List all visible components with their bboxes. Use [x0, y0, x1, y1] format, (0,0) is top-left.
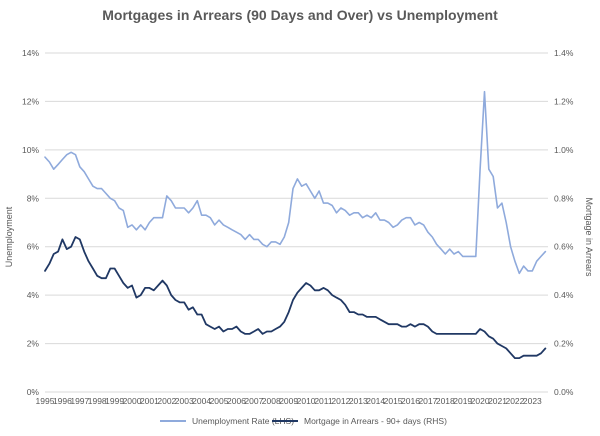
- x-tick: 2004: [192, 396, 211, 406]
- y-tick-right: 0.4%: [554, 290, 574, 300]
- y-tick-left: 6%: [27, 242, 40, 252]
- x-tick: 2017: [418, 396, 437, 406]
- x-tick: 2013: [349, 396, 368, 406]
- x-tick: 2016: [401, 396, 420, 406]
- x-tick: 2019: [453, 396, 472, 406]
- x-tick: 2006: [227, 396, 246, 406]
- y-tick-right: 0.6%: [554, 242, 574, 252]
- x-tick: 2018: [436, 396, 455, 406]
- x-tick: 2005: [210, 396, 229, 406]
- x-tick: 2022: [505, 396, 524, 406]
- series-line-arrears: [45, 237, 545, 358]
- x-tick: 2001: [140, 396, 159, 406]
- x-axis-ticks: 1995199619971998199920002001200220032004…: [36, 396, 543, 406]
- y-tick-right: 1.0%: [554, 145, 574, 155]
- x-tick: 2020: [471, 396, 490, 406]
- chart-title: Mortgages in Arrears (90 Days and Over) …: [102, 7, 498, 23]
- y-tick-right: 1.4%: [554, 48, 574, 58]
- x-tick: 2002: [157, 396, 176, 406]
- gridlines: [45, 53, 548, 392]
- x-tick: 2010: [297, 396, 316, 406]
- y-tick-right: 0.0%: [554, 387, 574, 397]
- y-axis-left-label: Unemployment: [4, 206, 14, 267]
- y-tick-left: 10%: [22, 145, 39, 155]
- x-tick: 2014: [366, 396, 385, 406]
- legend: Unemployment Rate (LHS) Mortgage in Arrea…: [160, 416, 447, 426]
- x-tick: 2011: [314, 396, 333, 406]
- y-tick-left: 14%: [22, 48, 39, 58]
- legend-label: Mortgage in Arrears - 90+ days (RHS): [304, 416, 447, 426]
- y-tick-left: 2%: [27, 339, 40, 349]
- y-tick-right: 1.2%: [554, 96, 574, 106]
- x-tick: 2023: [523, 396, 542, 406]
- y-axis-right-label: Mortgage in Arrears: [584, 197, 594, 277]
- x-tick: 2021: [488, 396, 507, 406]
- y-axis-left-ticks: 0%2%4%6%8%10%12%14%: [22, 48, 39, 397]
- x-tick: 2003: [175, 396, 194, 406]
- x-tick: 2015: [384, 396, 403, 406]
- y-tick-left: 8%: [27, 193, 40, 203]
- x-tick: 2008: [262, 396, 281, 406]
- x-tick: 1996: [53, 396, 72, 406]
- series-lines: [45, 92, 545, 358]
- x-tick: 2000: [123, 396, 142, 406]
- y-tick-left: 4%: [27, 290, 40, 300]
- x-tick: 1997: [70, 396, 89, 406]
- x-tick: 1999: [105, 396, 124, 406]
- x-tick: 1995: [36, 396, 55, 406]
- y-tick-left: 12%: [22, 96, 39, 106]
- x-tick: 2009: [279, 396, 298, 406]
- x-tick: 1998: [88, 396, 107, 406]
- y-tick-right: 0.2%: [554, 339, 574, 349]
- x-tick: 2007: [244, 396, 263, 406]
- x-tick: 2012: [331, 396, 350, 406]
- series-line-unemployment: [45, 92, 545, 274]
- y-tick-right: 0.8%: [554, 193, 574, 203]
- y-axis-right-ticks: 0.0% 0.2% 0.4% 0.6% 0.8% 1.0% 1.2% 1.4%: [554, 48, 574, 397]
